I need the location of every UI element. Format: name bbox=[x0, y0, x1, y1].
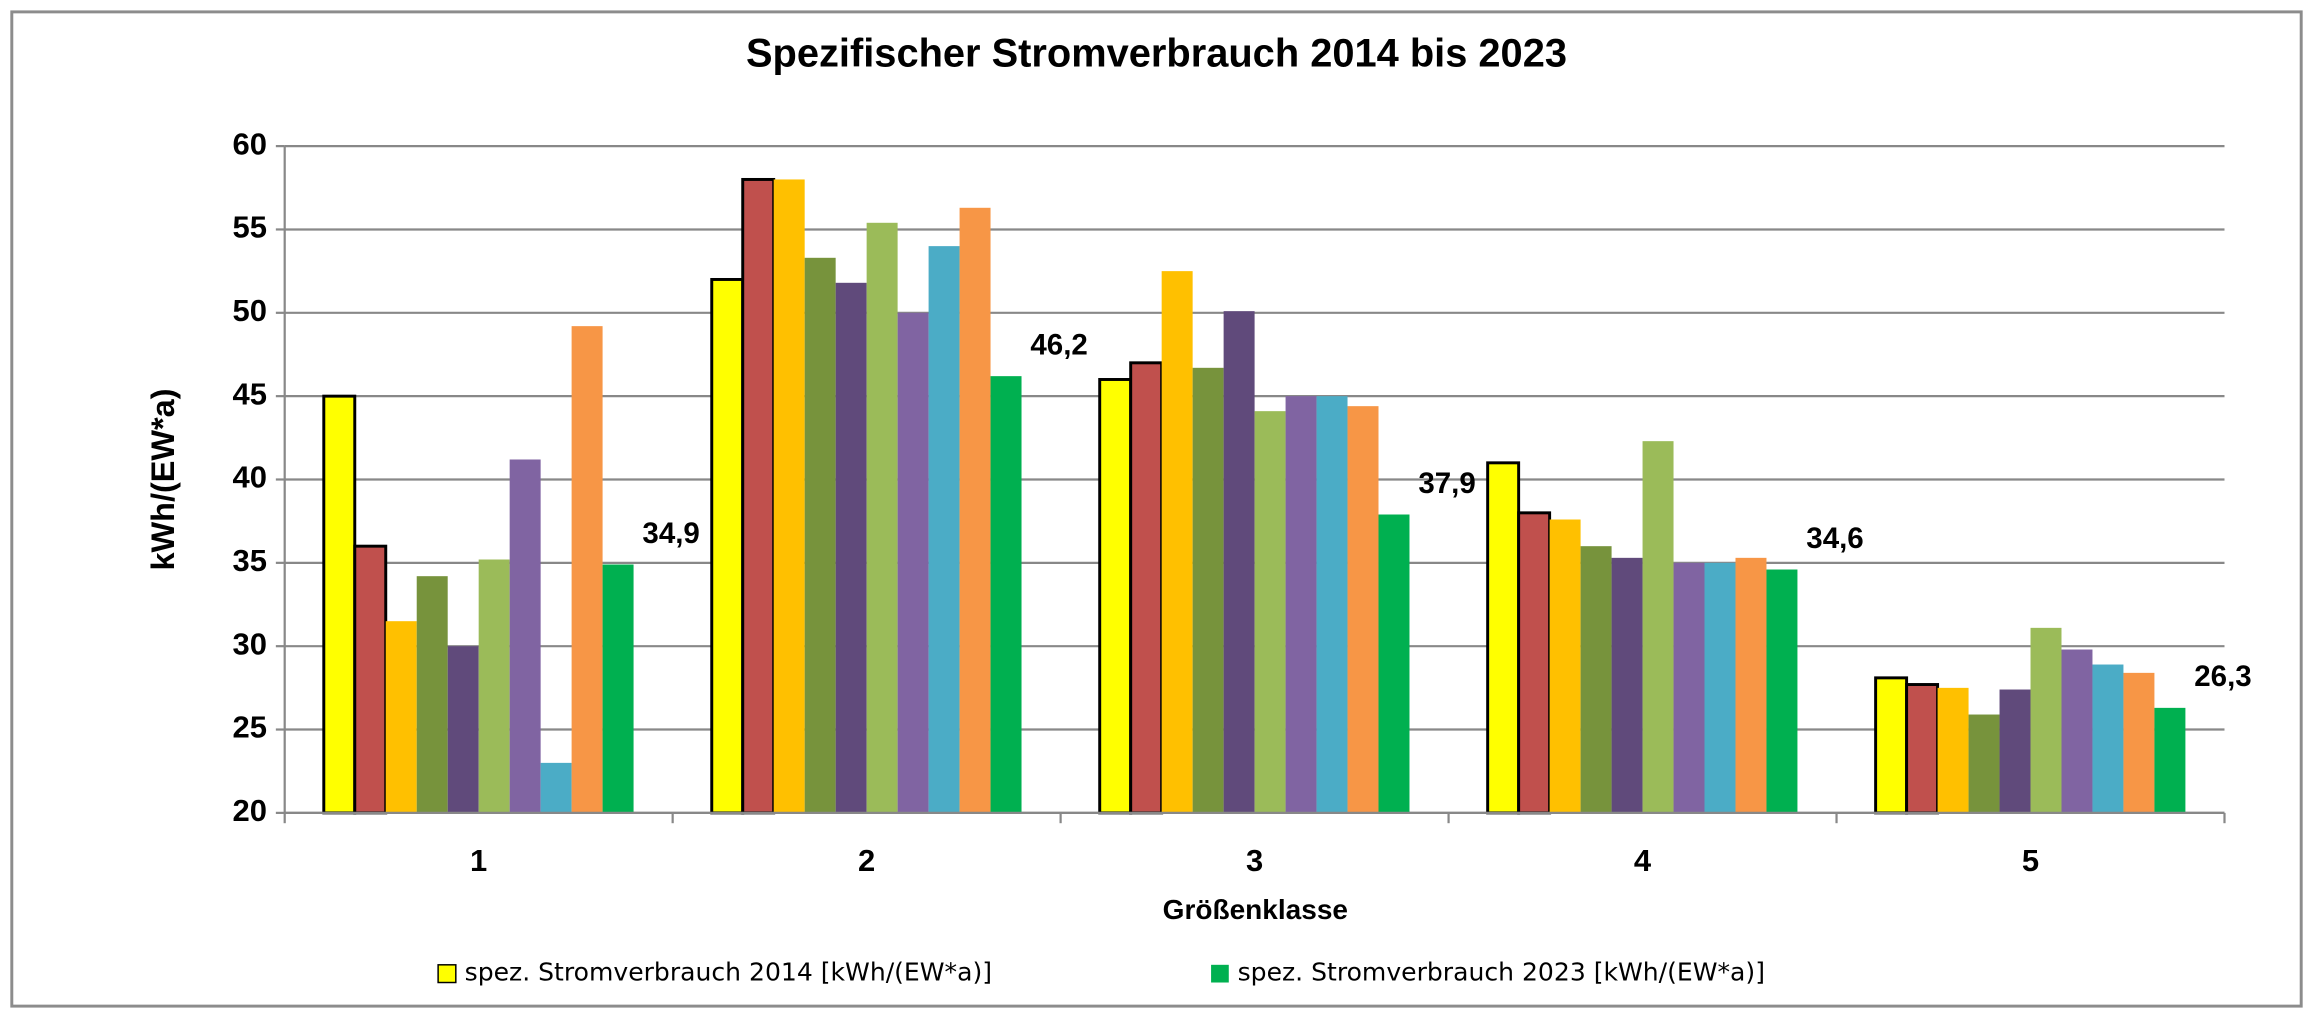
bar bbox=[1673, 562, 1705, 813]
bar bbox=[385, 621, 417, 813]
bar bbox=[897, 312, 929, 813]
legend-swatch bbox=[437, 964, 457, 984]
bar bbox=[1642, 441, 1674, 813]
legend-label: spez. Stromverbrauch 2014 [kWh/(EW*a)] bbox=[465, 958, 992, 987]
bar bbox=[540, 762, 572, 813]
bar bbox=[804, 257, 836, 813]
bar bbox=[1223, 311, 1255, 813]
bar bbox=[1766, 569, 1798, 813]
bar bbox=[1098, 378, 1133, 815]
bar bbox=[322, 394, 357, 815]
data-label: 34,9 bbox=[642, 517, 699, 550]
bar bbox=[741, 177, 776, 815]
data-label: 26,3 bbox=[2194, 660, 2251, 693]
bar bbox=[990, 376, 1022, 813]
bar bbox=[835, 282, 867, 813]
bar bbox=[959, 207, 991, 813]
y-tick-label: 35 bbox=[233, 543, 267, 578]
bar bbox=[1129, 361, 1164, 815]
bar bbox=[710, 277, 745, 815]
bar bbox=[773, 179, 805, 813]
legend-swatch bbox=[1211, 964, 1229, 983]
legend-label: spez. Stromverbrauch 2023 [kWh/(EW*a)] bbox=[1238, 958, 1765, 987]
bar bbox=[1999, 689, 2031, 813]
bar bbox=[1611, 557, 1643, 813]
data-label: 37,9 bbox=[1418, 467, 1475, 500]
bar bbox=[1486, 461, 1521, 815]
bar bbox=[2061, 649, 2093, 813]
x-tick-label: 5 bbox=[2022, 843, 2039, 878]
y-axis-label: kWh/(EW*a) bbox=[145, 388, 181, 570]
x-tick-label: 3 bbox=[1246, 843, 1263, 878]
y-tick-label: 30 bbox=[233, 626, 267, 661]
bar bbox=[1161, 271, 1193, 813]
bar bbox=[1968, 714, 2000, 813]
bar bbox=[1874, 676, 1909, 815]
chart-title: Spezifischer Stromverbrauch 2014 bis 202… bbox=[746, 32, 1567, 76]
bar bbox=[1347, 406, 1379, 813]
bar bbox=[571, 326, 603, 813]
y-tick-label: 45 bbox=[233, 376, 267, 411]
y-tick-label: 40 bbox=[233, 460, 267, 495]
bar bbox=[1905, 683, 1940, 815]
bar bbox=[1735, 557, 1767, 813]
bar bbox=[2123, 672, 2155, 813]
bar bbox=[416, 576, 448, 813]
bar bbox=[2154, 707, 2186, 813]
bar bbox=[1316, 396, 1348, 813]
bar bbox=[1937, 687, 1969, 813]
bar bbox=[353, 544, 388, 815]
bar bbox=[1517, 511, 1552, 815]
x-tick-label: 4 bbox=[1634, 843, 1652, 878]
bar bbox=[1580, 546, 1612, 813]
bar bbox=[602, 564, 634, 813]
x-axis-label: Größenklasse bbox=[1163, 894, 1348, 925]
y-tick-label: 60 bbox=[233, 126, 267, 161]
x-tick-label: 2 bbox=[858, 843, 875, 878]
bar bbox=[509, 459, 541, 813]
y-tick-label: 50 bbox=[233, 293, 267, 328]
data-label: 46,2 bbox=[1030, 328, 1087, 361]
bar bbox=[1285, 396, 1317, 813]
bar bbox=[447, 646, 479, 813]
x-tick-label: 1 bbox=[470, 843, 487, 878]
bar bbox=[1254, 411, 1286, 813]
y-tick-label: 55 bbox=[233, 210, 267, 245]
bar bbox=[1192, 367, 1224, 813]
bar bbox=[2030, 627, 2062, 813]
bar bbox=[866, 222, 898, 813]
bar bbox=[928, 246, 960, 813]
bar bbox=[2092, 664, 2124, 813]
y-tick-label: 25 bbox=[233, 710, 267, 745]
data-label: 34,6 bbox=[1806, 522, 1863, 555]
bar bbox=[1378, 514, 1410, 813]
bar bbox=[1704, 562, 1736, 813]
bar bbox=[478, 559, 510, 813]
y-tick-label: 20 bbox=[233, 793, 267, 828]
bar bbox=[1549, 519, 1581, 813]
